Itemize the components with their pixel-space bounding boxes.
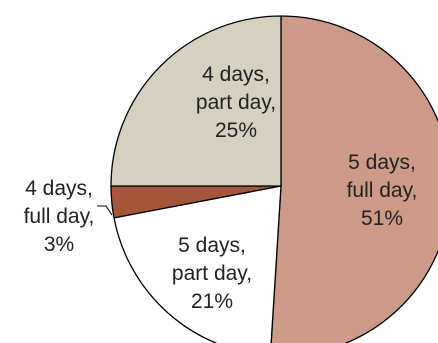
slice-label-line: full day, — [24, 205, 95, 228]
slice-label-line: 51% — [361, 207, 403, 230]
slice-label-line: 4 days, — [202, 63, 270, 86]
slice-label-line: full day, — [347, 179, 418, 202]
pie-slice-4-days-part-day — [110, 15, 282, 187]
slice-label: 5 days, full day, 51% — [347, 151, 418, 230]
slice-label-line: 25% — [215, 119, 257, 142]
slice-label-line: 21% — [191, 290, 233, 313]
slice-label: 4 days, part day, 25% — [196, 63, 276, 142]
pie-slice-5-days-part-day — [113, 185, 282, 343]
slice-label: 4 days, full day, 3% — [24, 177, 95, 256]
slice-label-line: 4 days, — [25, 177, 93, 200]
slice-label-line: 5 days, — [178, 234, 246, 257]
slice-label-line: part day, — [196, 91, 276, 114]
slice-label-line: 3% — [44, 233, 74, 256]
slice-label: 5 days, part day, 21% — [172, 234, 252, 313]
slice-label-line: 5 days, — [348, 151, 416, 174]
slice-label-line: part day, — [172, 262, 252, 285]
leader-line — [97, 205, 113, 216]
pie-slice-5-days-full-day — [270, 15, 438, 343]
